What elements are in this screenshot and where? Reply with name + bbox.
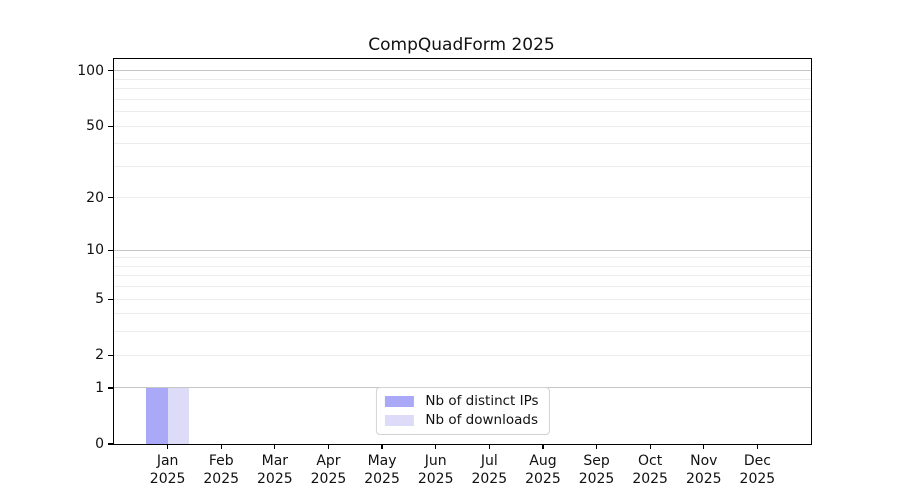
x-tick-month: Jan — [156, 453, 179, 469]
y-tick-mark — [108, 70, 113, 72]
x-tick-month: Dec — [743, 453, 771, 469]
gridline-minor — [114, 313, 811, 315]
x-tick-label: Apr 2025 — [293, 452, 363, 488]
gridline-major — [114, 249, 811, 251]
y-tick-mark — [108, 125, 113, 127]
legend-box: Nb of distinct IPs Nb of downloads — [375, 387, 550, 435]
x-tick-label: Nov 2025 — [669, 452, 739, 488]
y-tick-mark — [108, 387, 113, 389]
y-tick-label: 20 — [86, 189, 104, 206]
y-tick-mark — [108, 197, 113, 199]
y-tick-label: 1 — [95, 379, 104, 396]
legend-label: Nb of distinct IPs — [425, 393, 539, 409]
x-tick-mark — [220, 444, 222, 449]
x-tick-label: May 2025 — [347, 452, 417, 488]
gridline-minor — [114, 286, 811, 288]
x-tick-label: Dec 2025 — [722, 452, 792, 488]
x-tick-year: 2025 — [203, 471, 240, 487]
x-tick-year: 2025 — [149, 471, 186, 487]
x-tick-mark — [703, 444, 705, 449]
gridline-minor — [114, 78, 811, 80]
x-tick-year: 2025 — [632, 471, 668, 487]
y-tick-mark — [108, 298, 113, 300]
x-tick-mark — [381, 444, 383, 449]
plot-area: 0 1 2 5 10 20 50 100 Jan 2025 Feb 2025 Mar 2025 Apr 202… — [77, 58, 812, 487]
x-tick-label: Aug 2025 — [508, 452, 578, 488]
y-tick-label: 10 — [86, 242, 104, 259]
x-tick-mark — [167, 444, 169, 449]
x-tick-year: 2025 — [417, 471, 454, 487]
gridline-minor — [114, 197, 811, 199]
legend-label: Nb of downloads — [425, 412, 538, 428]
gridline-minor — [114, 275, 811, 277]
x-tick-month: Jun — [424, 453, 447, 469]
gridline-minor — [114, 257, 811, 259]
gridline-minor — [114, 298, 811, 300]
y-tick-mark — [108, 249, 113, 251]
x-tick-year: 2025 — [525, 471, 561, 487]
gridline-minor — [114, 111, 811, 113]
x-tick-month: May — [367, 453, 397, 469]
x-tick-label: Sep 2025 — [562, 452, 632, 488]
gridline-minor — [114, 88, 811, 90]
gridline-minor — [114, 125, 811, 127]
x-tick-year: 2025 — [578, 471, 615, 487]
x-tick-label: Jun 2025 — [401, 452, 471, 488]
x-tick-month: Mar — [261, 453, 289, 469]
gridline-minor — [114, 331, 811, 333]
y-tick-mark — [108, 354, 113, 356]
gridline-minor — [114, 265, 811, 267]
x-tick-label: Feb 2025 — [186, 452, 256, 488]
x-tick-label: Oct 2025 — [615, 452, 685, 488]
x-tick-year: 2025 — [739, 471, 776, 487]
x-tick-mark — [542, 444, 544, 449]
y-tick-mark — [108, 443, 113, 445]
x-tick-month: Feb — [208, 453, 234, 469]
x-tick-year: 2025 — [471, 471, 508, 487]
legend-item-nb-of-distinct-ips: Nb of distinct IPs — [384, 393, 539, 409]
gridline-minor — [114, 143, 811, 145]
x-tick-month: Aug — [529, 453, 557, 469]
x-tick-year: 2025 — [685, 471, 722, 487]
legend-item-nb-of-downloads: Nb of downloads — [384, 413, 538, 428]
y-tick-label: 5 — [95, 291, 104, 308]
x-tick-month: Nov — [690, 453, 718, 469]
x-tick-mark — [435, 444, 437, 449]
x-tick-label: Jan 2025 — [133, 452, 203, 488]
x-tick-year: 2025 — [310, 471, 347, 487]
x-tick-label: Mar 2025 — [240, 452, 310, 488]
chart-title: CompQuadForm 2025 — [368, 35, 555, 55]
x-tick-mark — [488, 444, 490, 449]
x-tick-month: Apr — [316, 453, 341, 469]
x-tick-month: Jul — [480, 453, 498, 469]
legend-swatch-icon — [384, 415, 414, 426]
gridline-minor — [114, 165, 811, 167]
x-tick-year: 2025 — [364, 471, 400, 487]
gridline-minor — [114, 98, 811, 100]
bar-nb-of-downloads-jan-2025 — [167, 387, 190, 444]
y-tick-label: 2 — [95, 347, 104, 364]
x-tick-mark — [327, 444, 330, 449]
x-tick-month: Oct — [638, 453, 663, 469]
x-tick-month: Sep — [583, 453, 610, 469]
y-tick-label: 100 — [77, 62, 104, 79]
x-tick-mark — [595, 444, 598, 449]
y-tick-label: 50 — [86, 118, 104, 135]
x-tick-mark — [274, 444, 276, 449]
bar-nb-of-distinct-ips-jan-2025 — [146, 387, 168, 444]
x-tick-mark — [649, 444, 651, 449]
x-tick-label: Jul 2025 — [454, 452, 524, 488]
gridline-minor — [114, 354, 811, 356]
x-tick-mark — [756, 444, 758, 449]
x-tick-year: 2025 — [257, 471, 293, 487]
legend-swatch-icon — [384, 396, 414, 407]
gridline-major — [114, 70, 811, 72]
y-tick-label: 0 — [95, 436, 104, 452]
